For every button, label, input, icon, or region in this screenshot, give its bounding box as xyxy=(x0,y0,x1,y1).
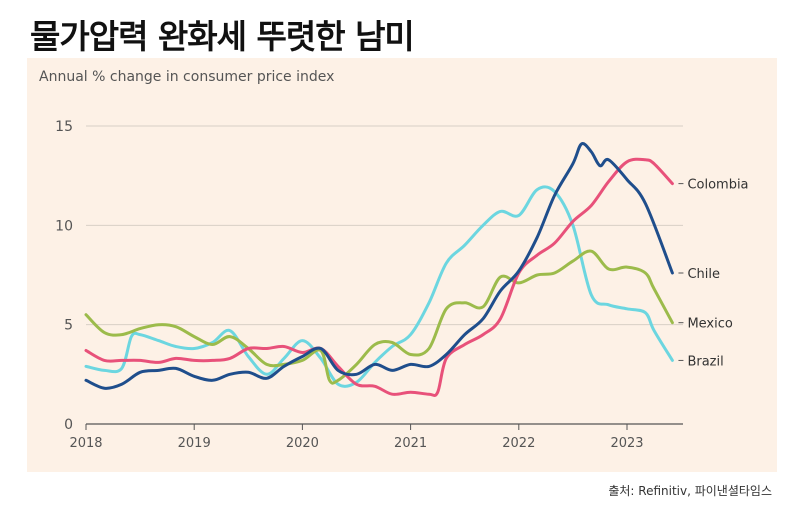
series-label-colombia: Colombia xyxy=(687,178,748,193)
chart-panel: Annual % change in consumer price index … xyxy=(27,58,777,472)
axes: 0 5 10 15 2018 2019 2020 2021 2022 2023 xyxy=(55,119,643,451)
y-tick-label: 0 xyxy=(64,417,73,433)
series-labels: Colombia Chile Mexico Brazil xyxy=(678,178,749,369)
source-note: 출처: Refinitiv, 파이낸셜타임스 xyxy=(608,484,772,498)
y-tick-label: 15 xyxy=(55,119,73,135)
series-line-brazil xyxy=(84,185,674,388)
x-tick-label: 2023 xyxy=(610,436,643,451)
x-tick-label: 2018 xyxy=(69,436,102,451)
line-chart: Annual % change in consumer price index … xyxy=(39,69,749,451)
page-title: 물가압력 완화세 뚜렷한 남미 xyxy=(30,17,415,56)
x-tick-label: 2020 xyxy=(286,436,319,451)
series-line-colombia xyxy=(84,157,674,397)
chart-subtitle: Annual % change in consumer price index xyxy=(39,69,334,85)
x-tick-label: 2022 xyxy=(502,436,535,451)
gridlines xyxy=(86,125,683,425)
series-line-mexico xyxy=(84,249,674,385)
y-tick-label: 10 xyxy=(55,218,73,234)
series-label-chile: Chile xyxy=(687,267,720,282)
x-tick-label: 2021 xyxy=(394,436,427,451)
x-tick-label: 2019 xyxy=(178,436,211,451)
y-tick-label: 5 xyxy=(64,318,73,334)
series-lines xyxy=(84,142,674,397)
series-line-chile xyxy=(84,142,674,390)
series-label-brazil: Brazil xyxy=(687,354,723,369)
series-label-mexico: Mexico xyxy=(687,317,732,332)
